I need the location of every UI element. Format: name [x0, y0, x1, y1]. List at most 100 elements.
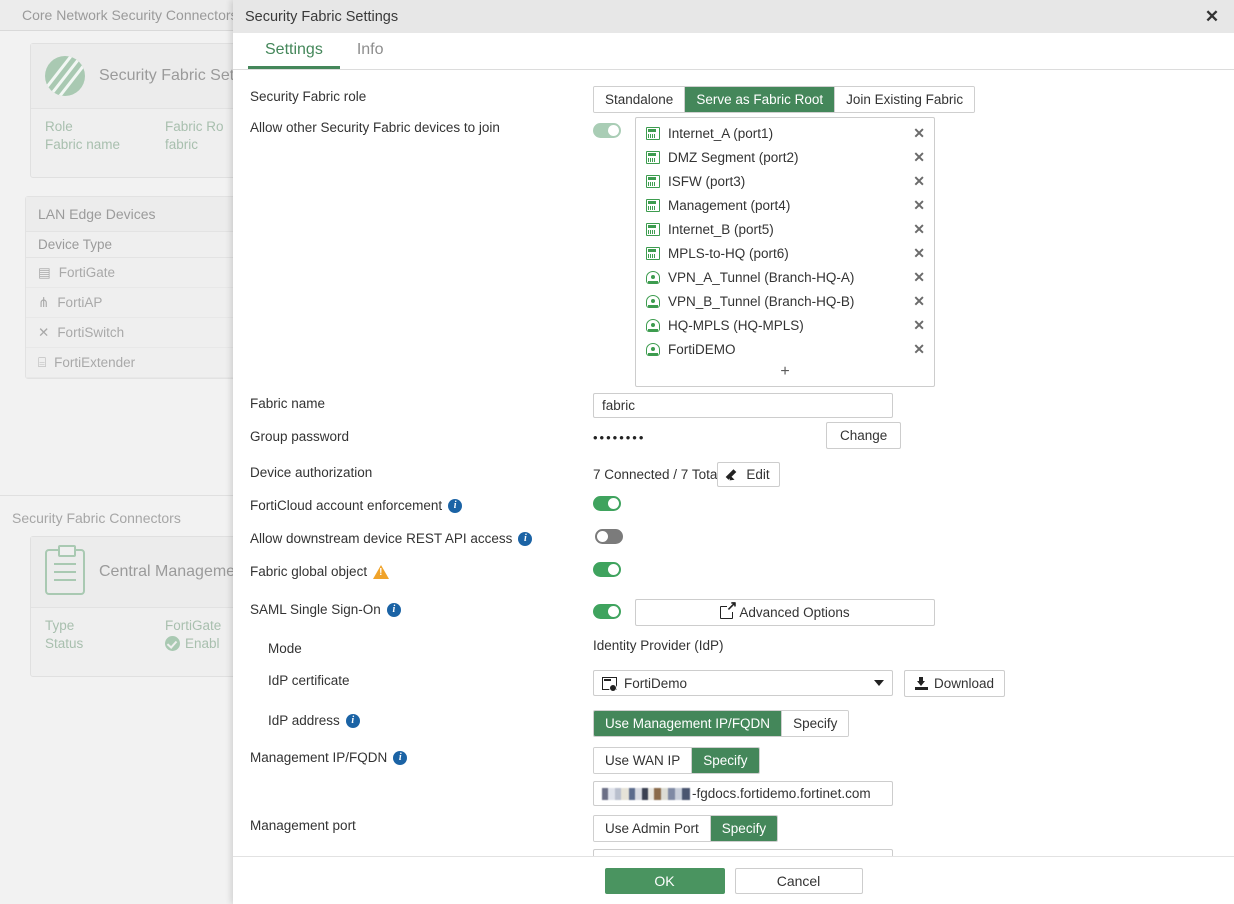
field-label-spacer [250, 781, 593, 784]
management-port-segmented-control[interactable]: Use Admin Port Specify [593, 815, 779, 842]
info-icon[interactable]: i [518, 531, 533, 546]
remove-interface-icon[interactable]: ✕ [913, 149, 925, 165]
info-icon[interactable]: i [393, 750, 408, 765]
device-type-cell: ⌸ FortiExtender [38, 355, 264, 371]
fabric-global-object-toggle[interactable] [593, 561, 621, 577]
ethernet-port-icon [646, 150, 660, 164]
field-label-spacer [250, 849, 593, 852]
field-control: Advanced Options [635, 599, 1234, 626]
list-item[interactable]: Management (port4) ✕ [636, 193, 934, 217]
close-icon[interactable]: ✕ [1204, 7, 1220, 26]
interface-name: DMZ Segment (port2) [646, 150, 913, 165]
remove-interface-icon[interactable]: ✕ [913, 221, 925, 237]
tunnel-icon [646, 294, 660, 308]
certificate-icon [602, 676, 617, 692]
interface-label: DMZ Segment (port2) [668, 149, 799, 165]
idp-address-segmented-control[interactable]: Use Management IP/FQDN Specify [593, 710, 850, 737]
list-item[interactable]: VPN_B_Tunnel (Branch-HQ-B) ✕ [636, 289, 934, 313]
add-interface-button[interactable]: + [780, 363, 790, 380]
row-key: Status [45, 636, 84, 651]
field-control: Use Admin Port Specify [593, 815, 1234, 842]
rest-api-access-toggle[interactable] [595, 528, 623, 544]
field-label: Security Fabric role [250, 86, 593, 104]
option-use-wan-ip[interactable]: Use WAN IP [594, 748, 693, 773]
remove-interface-icon[interactable]: ✕ [913, 245, 925, 261]
dialog-footer: OK Cancel [233, 856, 1234, 904]
list-item[interactable]: DMZ Segment (port2) ✕ [636, 145, 934, 169]
remove-interface-icon[interactable]: ✕ [913, 125, 925, 141]
remove-interface-icon[interactable]: ✕ [913, 197, 925, 213]
tunnel-icon [646, 342, 660, 356]
field-control [593, 495, 1234, 511]
field-rest-api-access: Allow downstream device REST API access … [250, 528, 1234, 552]
info-icon[interactable]: i [345, 713, 360, 728]
field-label: Management port [250, 815, 593, 833]
ok-button[interactable]: OK [604, 867, 725, 894]
remove-interface-icon[interactable]: ✕ [913, 269, 925, 285]
idp-certificate-select[interactable]: FortiDemo [593, 670, 893, 696]
group-password-masked-value: •••••••• [593, 430, 646, 445]
interface-label: Internet_B (port5) [668, 221, 774, 237]
card-title: Security Fabric Setup [99, 67, 252, 84]
saml-sso-toggle[interactable] [593, 603, 621, 619]
management-ip-segmented-control[interactable]: Use WAN IP Specify [593, 747, 760, 774]
remove-interface-icon[interactable]: ✕ [913, 293, 925, 309]
forticloud-enforcement-toggle[interactable] [593, 495, 621, 511]
option-use-management-ip-fqdn[interactable]: Use Management IP/FQDN [594, 711, 783, 736]
list-item[interactable]: VPN_A_Tunnel (Branch-HQ-A) ✕ [636, 265, 934, 289]
cancel-button[interactable]: Cancel [734, 867, 863, 894]
status-label: Enabl [185, 636, 220, 651]
download-icon [915, 677, 928, 690]
option-join-existing-fabric[interactable]: Join Existing Fabric [835, 87, 975, 112]
option-use-admin-port[interactable]: Use Admin Port [594, 816, 711, 841]
field-group-password: Group password •••••••• Change [250, 422, 1234, 450]
field-control [593, 528, 1234, 544]
fabric-name-input[interactable]: fabric [593, 393, 893, 418]
edit-device-authorization-button[interactable]: Edit [717, 462, 780, 487]
list-item[interactable]: ISFW (port3) ✕ [636, 169, 934, 193]
fabric-role-segmented-control[interactable]: Standalone Serve as Fabric Root Join Exi… [593, 86, 976, 113]
allow-join-toggle[interactable] [593, 122, 621, 138]
option-standalone[interactable]: Standalone [594, 87, 686, 112]
field-fabric-global-object: Fabric global object [250, 561, 1234, 585]
allow-join-toggle-wrap [593, 117, 635, 138]
device-type-label: FortiGate [58, 265, 116, 280]
field-idp-address: IdP address i Use Management IP/FQDN Spe… [250, 710, 1234, 737]
tab-info[interactable]: Info [356, 40, 384, 58]
advanced-options-label: Advanced Options [739, 605, 850, 620]
tab-settings[interactable]: Settings [248, 33, 340, 69]
option-specify[interactable]: Specify [782, 711, 849, 736]
management-port-input[interactable]: 14003 [593, 849, 893, 856]
management-ip-fqdn-input[interactable]: -fgdocs.fortidemo.fortinet.com [593, 781, 893, 806]
list-item[interactable]: HQ-MPLS (HQ-MPLS) ✕ [636, 313, 934, 337]
pencil-icon [727, 468, 740, 481]
interface-label: HQ-MPLS (HQ-MPLS) [668, 317, 804, 333]
remove-interface-icon[interactable]: ✕ [913, 173, 925, 189]
device-type-cell: ⋔ FortiAP [38, 295, 264, 311]
advanced-options-button[interactable]: Advanced Options [635, 599, 935, 626]
fortiextender-icon: ⌸ [38, 354, 47, 370]
interface-name: MPLS-to-HQ (port6) [646, 246, 913, 261]
option-specify[interactable]: Specify [692, 748, 759, 773]
remove-interface-icon[interactable]: ✕ [913, 341, 925, 357]
list-item[interactable]: Internet_B (port5) ✕ [636, 217, 934, 241]
info-icon[interactable]: i [448, 498, 463, 513]
download-button-label: Download [934, 676, 995, 691]
remove-interface-icon[interactable]: ✕ [913, 317, 925, 333]
row-value: Fabric Ro [165, 119, 224, 134]
field-control: 7 Connected / 7 Total Edit [593, 462, 1234, 487]
redacted-text [602, 788, 690, 800]
list-item[interactable]: MPLS-to-HQ (port6) ✕ [636, 241, 934, 265]
device-type-label: FortiSwitch [57, 325, 125, 340]
list-item[interactable]: FortiDEMO ✕ [636, 337, 934, 361]
info-icon[interactable]: i [386, 602, 401, 617]
change-password-button[interactable]: Change [826, 422, 902, 449]
device-authorization-value: 7 Connected / 7 Total [593, 467, 721, 482]
interface-name: FortiDEMO [646, 342, 913, 357]
option-specify[interactable]: Specify [710, 816, 778, 841]
fortigate-icon: ▤ [38, 264, 51, 280]
download-certificate-button[interactable]: Download [904, 670, 1006, 697]
list-item[interactable]: Internet_A (port1) ✕ [636, 121, 934, 145]
option-serve-as-fabric-root[interactable]: Serve as Fabric Root [685, 87, 836, 112]
row-key: Role [45, 119, 73, 134]
